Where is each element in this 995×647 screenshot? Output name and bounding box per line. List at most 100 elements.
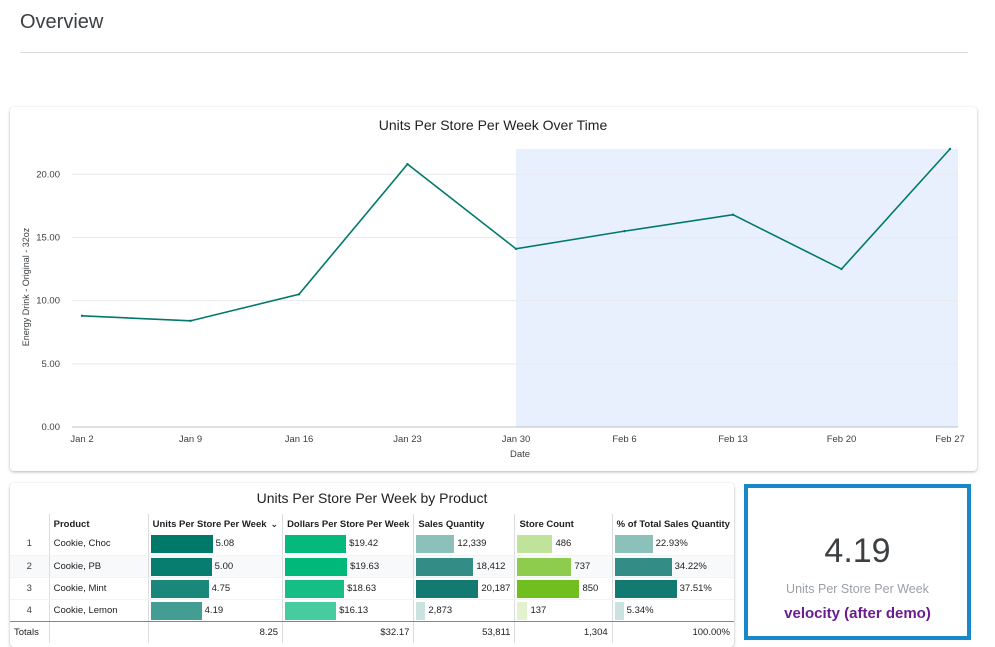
highlight-band [516, 149, 958, 427]
x-tick-label: Jan 2 [70, 434, 93, 445]
data-bar [416, 557, 474, 576]
cell-value: 2,873 [428, 604, 453, 616]
data-bar [285, 535, 347, 553]
totals-row: Totals 8.25 $32.17 53,811 1,304 100.00% [10, 621, 734, 643]
bar-cell-sales-qty: 20,187 [413, 577, 515, 600]
data-bar [517, 557, 572, 576]
cell-value: 5.34% [626, 604, 654, 616]
cell-value: $19.42 [349, 538, 379, 549]
product-name: Cookie, Mint [48, 577, 149, 600]
data-bar [614, 601, 624, 620]
data-bar [285, 601, 337, 620]
bar-cell-store-count: 137 [514, 598, 613, 622]
line-chart[interactable]: Units Per Store Per Week Over Time Energ… [10, 107, 977, 471]
row-index: 3 [10, 577, 50, 600]
data-bar [285, 579, 345, 598]
table-row[interactable]: 4 Cookie, Lemon 4.19 $16.13 2,873 137 5.34% [10, 598, 734, 622]
total-upsw: 8.25 [147, 621, 283, 643]
total-store-count: 1,304 [514, 621, 613, 643]
bar-cell-store-count: 486 [514, 533, 613, 556]
data-point [514, 247, 518, 251]
data-bar [285, 557, 348, 576]
header-label: Units Per Store Per Week [152, 519, 267, 530]
bar-cell-store-count: 850 [514, 577, 613, 600]
data-bar [517, 579, 580, 598]
bar-cell-pct-total: 37.51% [611, 577, 734, 600]
cell-value: 137 [530, 604, 547, 616]
header-store-count[interactable]: Store Count [514, 514, 613, 533]
product-table[interactable]: Product Units Per Store Per Week ⌄ Dollar… [10, 514, 734, 643]
header-product[interactable]: Product [48, 514, 149, 533]
y-tick-label: 20.00 [36, 169, 60, 180]
totals-blank [48, 621, 149, 643]
table-row[interactable]: 2 Cookie, PB 5.00 $19.63 18,412 737 34.22% [10, 555, 734, 578]
total-sales-qty: 53,811 [413, 621, 515, 643]
data-point [840, 267, 843, 271]
row-index: 4 [10, 598, 50, 622]
x-tick-label: Jan 9 [179, 434, 202, 445]
cell-value: 486 [555, 538, 572, 549]
kpi-scorecard[interactable]: 4.19 Units Per Store Per Week velocity (… [744, 484, 971, 640]
y-axis-label: Energy Drink - Original - 32oz [21, 227, 31, 346]
cell-value: 37.51% [679, 582, 712, 594]
bar-cell-upsw: 4.19 [147, 598, 283, 622]
data-bar [517, 601, 528, 620]
x-tick-label: Jan 23 [393, 434, 422, 445]
header-sales-quantity[interactable]: Sales Quantity [413, 514, 515, 533]
data-bar [614, 535, 653, 553]
total-dpsw: $32.17 [282, 621, 414, 643]
header-dollars-per-store-per-week[interactable]: Dollars Per Store Per Week [282, 514, 414, 533]
cell-value: 5.08 [215, 538, 235, 549]
product-name: Cookie, PB [48, 555, 149, 578]
cell-value: 850 [582, 582, 599, 594]
table-title: Units Per Store Per Week by Product [256, 490, 488, 506]
x-tick-label: Jan 16 [285, 434, 314, 445]
cell-value: 20,187 [481, 582, 511, 594]
data-point [623, 229, 626, 233]
data-bar [614, 579, 677, 598]
y-tick-label: 10.00 [36, 296, 60, 307]
cell-value: 737 [574, 560, 591, 572]
row-index: 2 [10, 555, 50, 578]
header-pct-total-sales-quantity[interactable]: % of Total Sales Quantity [611, 514, 734, 533]
product-name: Cookie, Lemon [48, 598, 149, 622]
data-bar [150, 557, 212, 576]
header-units-per-store-per-week[interactable]: Units Per Store Per Week ⌄ [147, 514, 283, 533]
bar-cell-pct-total: 34.22% [611, 555, 734, 578]
cell-value: 4.75 [211, 582, 231, 594]
cell-value: 5.00 [214, 560, 234, 572]
data-bar [150, 579, 209, 598]
kpi-label: Units Per Store Per Week [786, 582, 929, 596]
y-tick-label: 5.00 [42, 359, 61, 370]
x-axis-label: Date [510, 449, 530, 460]
data-point [731, 213, 735, 216]
line-chart-card[interactable]: Units Per Store Per Week Over Time Energ… [10, 107, 977, 471]
chart-title: Units Per Store Per Week Over Time [379, 117, 608, 133]
x-tick-label: Feb 27 [935, 434, 965, 445]
bar-cell-dpsw: $16.13 [282, 598, 414, 622]
row-index: 1 [10, 533, 50, 556]
product-name: Cookie, Choc [48, 533, 149, 556]
page-title: Overview [20, 11, 104, 33]
bar-cell-pct-total: 22.93% [611, 533, 734, 556]
x-tick-label: Feb 6 [612, 434, 636, 445]
total-pct-total: 100.00% [611, 621, 734, 643]
bar-cell-upsw: 5.08 [147, 533, 283, 556]
cell-value: $19.63 [350, 560, 380, 572]
table-row[interactable]: 1 Cookie, Choc 5.08 $19.42 12,339 486 22.93% [10, 533, 734, 556]
kpi-value: 4.19 [824, 532, 891, 570]
product-table-card[interactable]: Units Per Store Per Week by Product Prod… [10, 483, 734, 647]
data-bar [416, 601, 426, 620]
data-point [297, 293, 301, 296]
bar-cell-sales-qty: 18,412 [413, 555, 515, 578]
data-bar [416, 579, 479, 598]
kpi-annotation: velocity (after demo) [784, 605, 931, 622]
cell-value: 4.19 [204, 604, 224, 616]
sort-desc-icon[interactable]: ⌄ [270, 519, 279, 529]
cell-value: 12,339 [457, 538, 487, 549]
data-point [406, 162, 409, 166]
data-point [189, 319, 192, 323]
data-point [80, 314, 84, 317]
table-row[interactable]: 3 Cookie, Mint 4.75 $18.63 20,187 850 37.51% [10, 577, 734, 600]
y-tick-label: 0.00 [42, 422, 61, 433]
